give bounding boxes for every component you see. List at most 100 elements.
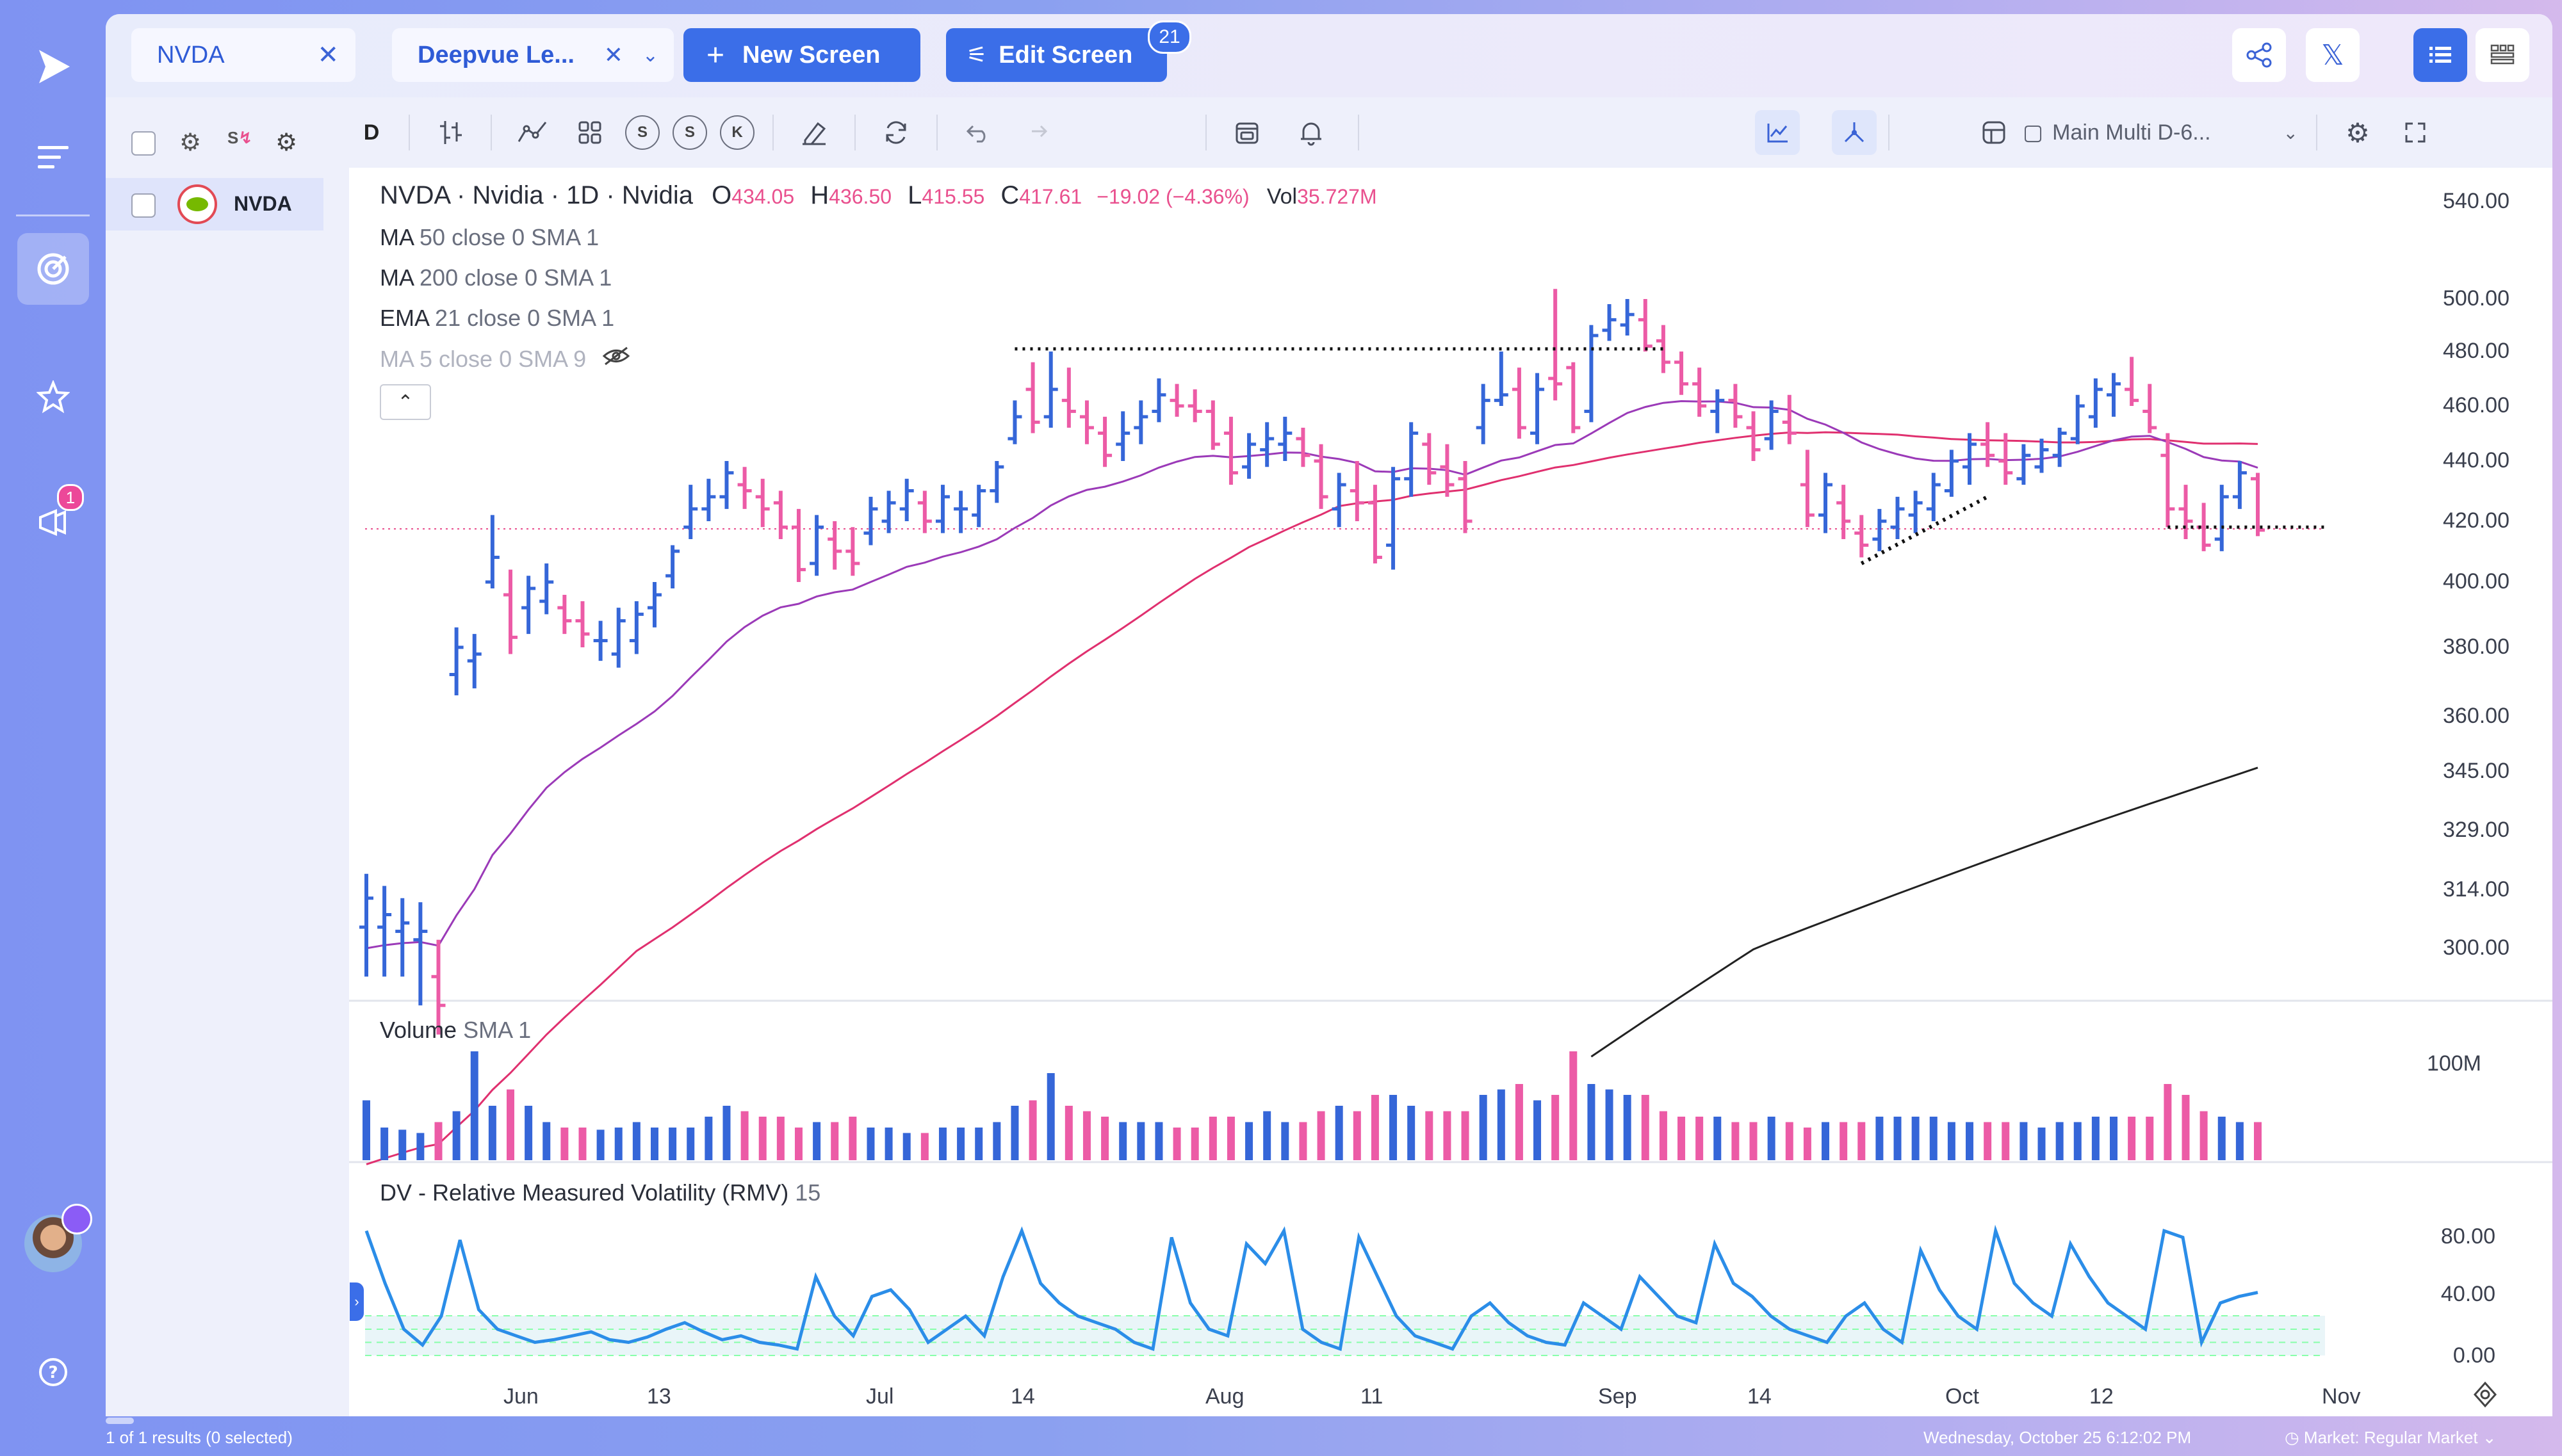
redo-icon[interactable] xyxy=(1007,110,1065,155)
announce-icon[interactable]: 1 xyxy=(17,484,89,558)
volume-bar xyxy=(1803,1128,1811,1160)
volume-bar xyxy=(1335,1106,1343,1160)
row-checkbox[interactable] xyxy=(131,193,156,218)
close-icon[interactable]: ✕ xyxy=(603,42,623,68)
volume-bar xyxy=(669,1128,677,1160)
volume-bar xyxy=(434,1122,443,1160)
chart-settings-icon[interactable]: ⚙ xyxy=(2346,117,2370,148)
bar-type-icon[interactable] xyxy=(421,110,479,155)
templates-icon[interactable] xyxy=(561,110,619,155)
list-item[interactable]: NVDA xyxy=(106,178,323,231)
time-axis-label: 12 xyxy=(2089,1384,2114,1409)
ema21-legend[interactable]: EMA 21 close 0 SMA 1 xyxy=(380,305,614,332)
volume-bar xyxy=(885,1128,893,1160)
volume-bar xyxy=(1407,1106,1416,1160)
new-screen-button[interactable]: + New Screen xyxy=(683,28,920,82)
indicators-icon[interactable] xyxy=(503,110,561,155)
interval-selector[interactable]: D xyxy=(363,120,380,145)
status-datetime: Wednesday, October 25 6:12:02 PM xyxy=(1923,1428,2192,1447)
new-screen-label: New Screen xyxy=(742,41,881,69)
chevron-up-icon: ⌃ xyxy=(397,391,414,413)
menu-icon[interactable] xyxy=(17,122,89,193)
ma50-params: 50 close 0 SMA 1 xyxy=(420,224,600,250)
calendar-icon[interactable] xyxy=(1218,110,1276,155)
layout-selector[interactable]: ▢ Main Multi D-6... ⌄ xyxy=(2023,110,2305,155)
volume-bar xyxy=(1191,1128,1199,1160)
ma5-legend[interactable]: MA 5 close 0 SMA 9 xyxy=(380,345,631,373)
volume-bar xyxy=(993,1122,1001,1160)
expand-panel-handle[interactable]: › xyxy=(350,1282,364,1321)
volume-bar xyxy=(758,1117,767,1160)
star-icon[interactable] xyxy=(17,361,89,433)
grid-view-button[interactable] xyxy=(2476,28,2529,82)
rmv-pane-legend[interactable]: DV - Relative Measured Volatility (RMV) … xyxy=(380,1179,820,1206)
tab-screen[interactable]: Deepvue Le... ✕ ⌄ xyxy=(392,28,674,82)
volume-bar xyxy=(2199,1111,2208,1160)
eraser-icon[interactable] xyxy=(785,110,843,155)
chart-style-icon[interactable] xyxy=(1755,110,1800,155)
price-axis-label: 440.00 xyxy=(2443,448,2509,473)
share-icon xyxy=(2246,42,2272,68)
session-s1-button[interactable]: S xyxy=(619,110,666,155)
volume-bar xyxy=(2128,1117,2136,1160)
time-axis-label: 14 xyxy=(1011,1384,1035,1409)
volume-bar xyxy=(1641,1095,1649,1160)
volume-bar xyxy=(2037,1128,2046,1160)
volume-bar xyxy=(650,1128,658,1160)
market-status[interactable]: ◷ Market: Regular Market ⌄ xyxy=(2285,1428,2497,1447)
volume-bar xyxy=(1857,1122,1866,1160)
volume-label: Vol xyxy=(1266,184,1298,209)
volume-bar xyxy=(1875,1117,1884,1160)
alert-bell-icon[interactable] xyxy=(1276,110,1346,155)
share-button[interactable] xyxy=(2232,28,2286,82)
volume-bar xyxy=(867,1128,875,1160)
edit-screen-button[interactable]: ⚟ Edit Screen xyxy=(946,28,1167,82)
refresh-icon[interactable] xyxy=(867,110,925,155)
rmv-axis-label: 80.00 xyxy=(2440,1224,2495,1249)
volume-bar xyxy=(849,1117,857,1160)
help-icon[interactable]: ? xyxy=(17,1336,89,1408)
volume-bar xyxy=(1173,1128,1181,1160)
chart-toolbar: D S S K xyxy=(346,97,2552,168)
fullscreen-icon[interactable] xyxy=(2387,110,2444,155)
chevron-down-icon: ⌄ xyxy=(2283,122,2298,143)
select-all-checkbox[interactable] xyxy=(131,131,156,156)
volume-bar xyxy=(1551,1095,1560,1160)
time-axis-label: Aug xyxy=(1205,1384,1244,1409)
volume-bar xyxy=(1425,1111,1433,1160)
volume-bar xyxy=(2002,1122,2010,1160)
close-icon[interactable]: ✕ xyxy=(317,41,339,69)
layout-icon[interactable] xyxy=(1965,110,2023,155)
scan-icon[interactable] xyxy=(17,233,89,305)
ma200-legend[interactable]: MA 200 close 0 SMA 1 xyxy=(380,264,612,291)
list-view-button[interactable] xyxy=(2413,28,2467,82)
volume-bar xyxy=(2055,1122,2064,1160)
chart-scroll-settings-icon[interactable] xyxy=(2471,1380,2499,1409)
volume-bar xyxy=(1731,1122,1740,1160)
session-k-button[interactable]: K xyxy=(714,110,761,155)
k-circle-icon: K xyxy=(720,115,755,150)
gear-icon[interactable]: ⚙ xyxy=(275,129,298,156)
list-item-symbol: NVDA xyxy=(234,192,292,215)
ma50-legend[interactable]: MA 50 close 0 SMA 1 xyxy=(380,224,599,251)
close-value: 417.61 xyxy=(1019,185,1082,208)
volume-pane-legend[interactable]: Volume SMA 1 xyxy=(380,1017,531,1044)
chevron-down-icon[interactable]: ⌄ xyxy=(642,44,658,66)
collapse-legend-button[interactable]: ⌃ xyxy=(380,384,431,420)
session-s2-button[interactable]: S xyxy=(666,110,714,155)
x-share-button[interactable]: 𝕏 xyxy=(2306,28,2360,82)
horizontal-scrollbar[interactable] xyxy=(106,1418,134,1424)
volume-bar xyxy=(1677,1117,1686,1160)
price-axis-label: 314.00 xyxy=(2443,877,2509,902)
settings-icon[interactable]: ⚙ xyxy=(179,129,202,156)
hidden-eye-icon[interactable] xyxy=(601,346,631,372)
logo-icon[interactable] xyxy=(17,31,89,102)
tab-symbol-nvda[interactable]: NVDA ✕ xyxy=(131,28,355,82)
crosshair-icon[interactable] xyxy=(1832,110,1877,155)
low-label: L xyxy=(908,181,922,209)
undo-icon[interactable] xyxy=(949,110,1007,155)
sort-icon[interactable]: S↯ xyxy=(227,128,253,147)
toolbar-divider xyxy=(854,115,856,150)
volume-bar xyxy=(1065,1106,1073,1160)
